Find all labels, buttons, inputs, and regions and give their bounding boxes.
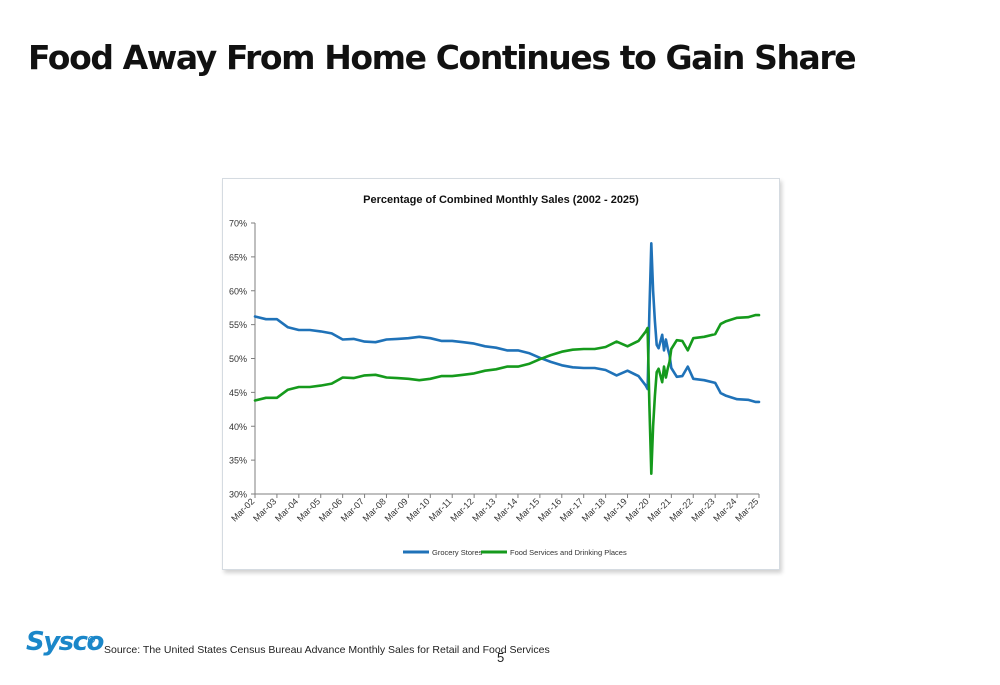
- x-tick-label: Mar-25: [733, 496, 760, 523]
- x-tick-label: Mar-09: [383, 496, 410, 523]
- x-tick-label: Mar-20: [624, 496, 651, 523]
- x-tick-label: Mar-05: [295, 496, 322, 523]
- x-tick-label: Mar-19: [602, 496, 629, 523]
- y-tick-label: 65%: [229, 252, 247, 262]
- x-tick-label: Mar-06: [317, 496, 344, 523]
- y-tick-label: 70%: [229, 219, 247, 229]
- x-tick-label: Mar-15: [514, 496, 541, 523]
- registered-mark-icon: [88, 636, 95, 643]
- legend-label: Grocery Stores: [432, 548, 483, 557]
- x-tick-label: Mar-13: [470, 496, 497, 523]
- x-tick-label: Mar-08: [361, 496, 388, 523]
- x-tick-label: Mar-12: [448, 496, 475, 523]
- legend-label: Food Services and Drinking Places: [510, 548, 627, 557]
- x-tick-label: Mar-22: [667, 496, 694, 523]
- page-number: 5: [497, 650, 505, 665]
- x-tick-label: Mar-10: [404, 496, 431, 523]
- chart-frame: Percentage of Combined Monthly Sales (20…: [222, 178, 780, 570]
- chart-title: Percentage of Combined Monthly Sales (20…: [363, 194, 639, 206]
- series-line-1: [253, 242, 761, 404]
- x-tick-label: Mar-02: [229, 496, 256, 523]
- x-tick-label: Mar-24: [711, 496, 738, 523]
- x-tick-label: Mar-23: [689, 496, 716, 523]
- y-axis: 30% 35% 40% 45% 50% 55% 60% 65% 70%: [229, 219, 256, 500]
- x-tick-label: Mar-03: [251, 496, 278, 523]
- y-tick-label: 45%: [229, 388, 247, 398]
- chart-legend: Grocery Stores Food Services and Drinking…: [403, 548, 627, 557]
- series-layer: [253, 242, 761, 475]
- y-tick-label: 40%: [229, 422, 247, 432]
- x-tick-label: Mar-04: [273, 496, 300, 523]
- line-chart: Percentage of Combined Monthly Sales (20…: [229, 194, 761, 557]
- y-tick-label: 60%: [229, 286, 247, 296]
- x-tick-label: Mar-07: [339, 496, 366, 523]
- page-title: Food Away From Home Continues to Gain Sh…: [28, 38, 857, 77]
- x-tick-label: Mar-16: [536, 496, 563, 523]
- series-line-2: [253, 313, 761, 475]
- x-tick-label: Mar-14: [492, 496, 519, 523]
- y-tick-label: 55%: [229, 320, 247, 330]
- x-tick-label: Mar-17: [558, 496, 585, 523]
- y-tick-label: 30%: [229, 490, 247, 500]
- x-axis: Mar-02Mar-03Mar-04Mar-05Mar-06Mar-07Mar-…: [229, 493, 760, 524]
- y-tick-label: 50%: [229, 354, 247, 364]
- x-tick-label: Mar-21: [646, 496, 673, 523]
- x-tick-label: Mar-18: [580, 496, 607, 523]
- source-note: Source: The United States Census Bureau …: [104, 644, 550, 656]
- y-tick-label: 35%: [229, 456, 247, 466]
